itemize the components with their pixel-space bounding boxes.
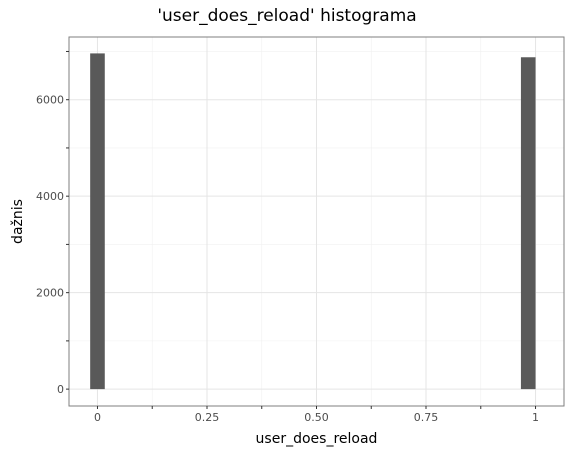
x-tick-label: 0.75 xyxy=(414,411,439,424)
histogram-bars xyxy=(90,53,535,389)
y-axis-label: dažnis xyxy=(10,199,26,244)
x-tick-label: 1 xyxy=(532,411,539,424)
x-tick-label: 0.25 xyxy=(195,411,220,424)
histogram-bar-1 xyxy=(521,57,536,389)
y-tick-label: 0 xyxy=(57,383,64,396)
x-tick-label: 0 xyxy=(94,411,101,424)
histogram-bar-0 xyxy=(90,53,105,389)
major-gridlines xyxy=(69,37,564,406)
y-axis-ticks: 0 2000 4000 6000 xyxy=(36,51,69,396)
y-tick-label: 6000 xyxy=(36,94,64,107)
x-axis-label: user_does_reload xyxy=(256,431,378,447)
y-tick-label: 4000 xyxy=(36,190,64,203)
x-tick-label: 0.50 xyxy=(304,411,329,424)
x-axis-ticks: 0 0.25 0.50 0.75 1 xyxy=(94,406,539,424)
y-tick-label: 2000 xyxy=(36,287,64,300)
